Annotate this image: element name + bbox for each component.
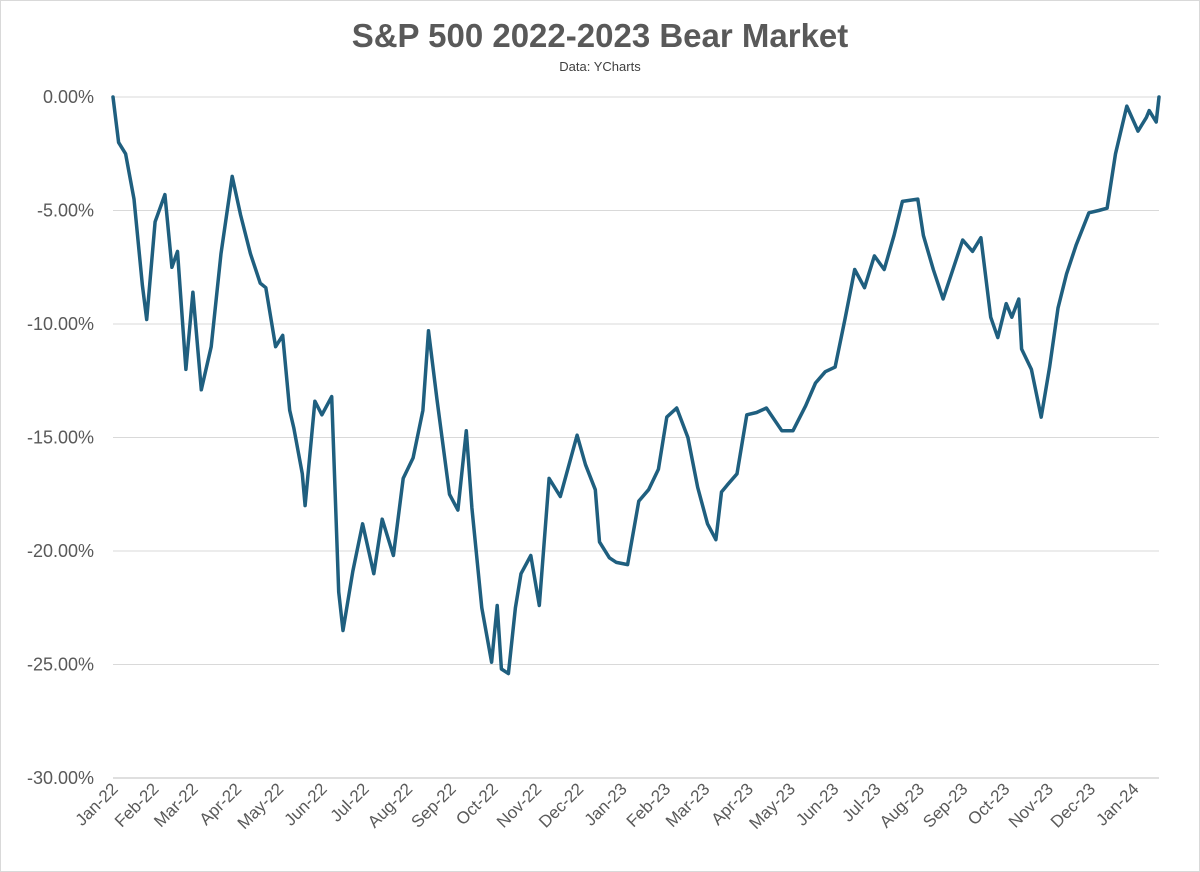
x-axis: Jan-22Feb-22Mar-22Apr-22May-22Jun-22Jul-… [72, 777, 1159, 833]
x-tick-label: Dec-23 [1047, 779, 1099, 831]
x-tick-label: Dec-22 [535, 779, 587, 831]
x-tick-label: May-22 [234, 779, 288, 833]
y-tick-label: -15.00% [27, 428, 94, 448]
x-tick-label: Oct-23 [964, 779, 1014, 829]
x-tick-label: May-23 [746, 779, 800, 833]
x-tick-label: Nov-22 [493, 779, 545, 831]
chart-subtitle: Data: YCharts [559, 59, 641, 74]
chart-title: S&P 500 2022-2023 Bear Market [351, 17, 849, 54]
x-tick-label: Aug-23 [876, 779, 928, 831]
y-tick-label: -25.00% [27, 655, 94, 675]
series-line [111, 95, 1161, 676]
x-tick-label: Mar-23 [662, 779, 714, 831]
x-tick-label: Sep-22 [408, 779, 460, 831]
x-tick-label: Aug-22 [364, 779, 416, 831]
x-tick-label: Mar-22 [150, 779, 202, 831]
x-tick-label: Jun-23 [792, 779, 842, 829]
x-tick-label: Jan-24 [1092, 779, 1142, 829]
y-tick-label: -20.00% [27, 541, 94, 561]
x-tick-label: Jan-23 [581, 779, 631, 829]
x-tick-label: Sep-23 [919, 779, 971, 831]
plot-area [111, 95, 1161, 676]
gridlines [113, 96, 1159, 665]
y-tick-label: -10.00% [27, 314, 94, 334]
x-tick-label: Oct-22 [452, 779, 502, 829]
x-tick-label: Jun-22 [281, 779, 331, 829]
y-axis: 0.00% -5.00% -10.00% -15.00% -20.00% -25.00% -… [27, 87, 94, 788]
y-tick-label: 0.00% [43, 87, 94, 107]
x-tick-label: Nov-23 [1005, 779, 1057, 831]
y-tick-label: -30.00% [27, 768, 94, 788]
y-tick-label: -5.00% [37, 201, 94, 221]
